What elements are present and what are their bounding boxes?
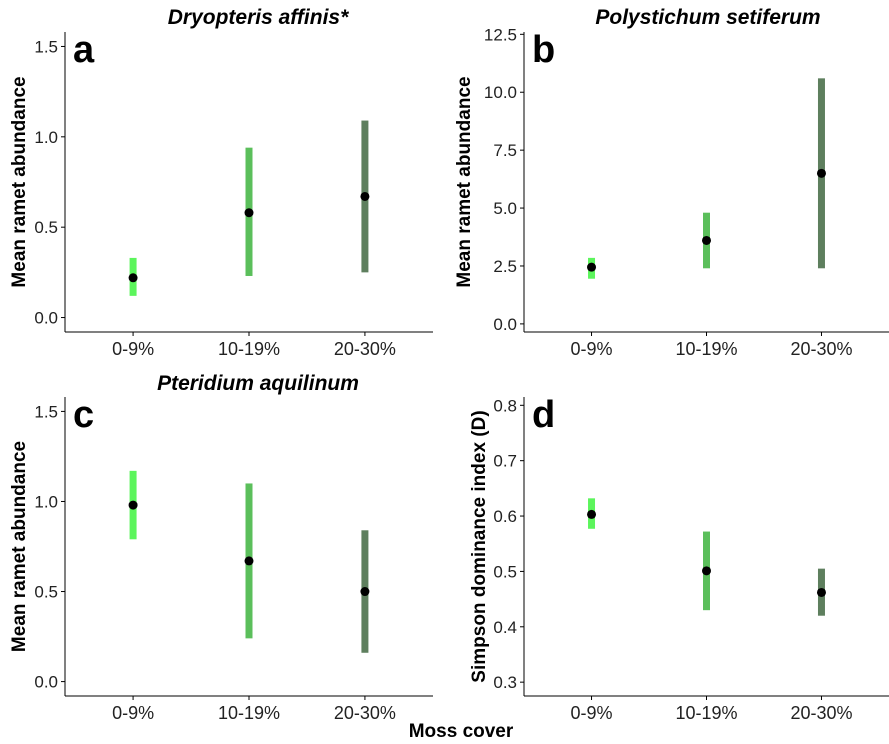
panel-d: 0.3 0.4 0.5 0.6 0.7 0.8 0-9% 10-19% 20-30% Simpso…	[469, 394, 889, 723]
panel-letter: d	[532, 394, 555, 436]
panel-a: 0.0 0.5 1.0 1.5 0-9% 10-19% 20-30% Mean ramet a…	[9, 6, 433, 359]
y-tick-label: 0.0	[34, 673, 58, 692]
y-axis-title: Mean ramet abundance	[9, 76, 30, 287]
mean-point-0-9%	[587, 509, 597, 519]
y-tick-label: 0.0	[34, 309, 58, 328]
y-tick-label: 1.5	[34, 37, 58, 56]
y-tick-label: 0.3	[493, 673, 517, 692]
panel-c: 0.0 0.5 1.0 1.5 0-9% 10-19% 20-30% Mean ramet a…	[9, 372, 433, 723]
y-tick-label: 0.5	[493, 562, 517, 581]
x-tick-label: 10-19%	[675, 339, 737, 359]
mean-point-10-19%	[244, 208, 254, 218]
y-axis-title: Simpson dominance index (D)	[469, 410, 490, 682]
x-tick-label: 20-30%	[790, 339, 852, 359]
y-tick-label: 12.5	[484, 25, 517, 44]
x-tick-label: 20-30%	[334, 339, 396, 359]
mean-point-0-9%	[128, 500, 138, 510]
y-tick-label: 0.7	[493, 452, 517, 471]
panel-letter: b	[532, 29, 555, 71]
x-axis-title: Moss cover	[409, 721, 514, 742]
x-tick-label: 0-9%	[112, 339, 154, 359]
mean-point-0-9%	[128, 273, 138, 283]
x-tick-label: 0-9%	[112, 703, 154, 723]
y-tick-label: 5.0	[493, 199, 517, 218]
y-tick-label: 0.6	[493, 507, 517, 526]
y-tick-label: 2.5	[493, 257, 517, 276]
y-tick-label: 0.5	[34, 218, 58, 237]
x-tick-label: 0-9%	[571, 703, 613, 723]
panel-letter: c	[73, 394, 94, 436]
mean-point-20-30%	[360, 191, 370, 201]
y-axis-title: Mean ramet abundance	[454, 76, 475, 287]
mean-point-20-30%	[360, 587, 370, 597]
x-tick-label: 20-30%	[790, 703, 852, 723]
x-tick-label: 10-19%	[218, 703, 280, 723]
mean-point-10-19%	[702, 235, 711, 245]
y-axis-title: Mean ramet abundance	[9, 441, 30, 652]
mean-point-20-30%	[816, 587, 826, 597]
x-tick-label: 10-19%	[675, 703, 737, 723]
panel-title: Dryopteris affinis*	[168, 6, 349, 29]
x-tick-label: 0-9%	[571, 339, 613, 359]
y-tick-label: 1.0	[34, 128, 58, 147]
y-tick-label: 0.5	[34, 583, 58, 602]
panel-letter: a	[73, 29, 95, 71]
y-tick-label: 7.5	[493, 141, 517, 160]
y-tick-label: 10.0	[484, 83, 517, 102]
x-tick-label: 10-19%	[218, 339, 280, 359]
panel-title: Pteridium aquilinum	[157, 372, 359, 395]
y-tick-label: 0.4	[493, 618, 517, 637]
mean-point-0-9%	[587, 262, 597, 272]
x-tick-label: 20-30%	[334, 703, 396, 723]
panel-title: Polystichum setiferum	[595, 6, 820, 29]
mean-point-10-19%	[702, 566, 711, 576]
y-tick-label: 1.0	[34, 492, 58, 511]
y-tick-label: 0.0	[493, 315, 517, 334]
y-tick-label: 0.8	[493, 396, 517, 415]
mean-point-20-30%	[816, 168, 826, 178]
mean-point-10-19%	[244, 556, 254, 566]
y-tick-label: 1.5	[34, 402, 58, 421]
panel-b: 0.0 2.5 5.0 7.5 10.0 12.5 0-9% 10-19% 20-30% Mean…	[454, 6, 889, 359]
